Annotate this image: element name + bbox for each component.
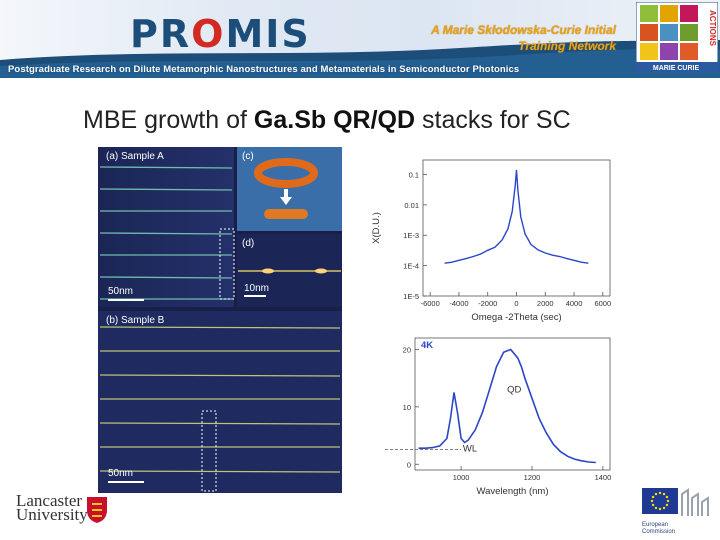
pl-annotation-wl: WL <box>463 444 477 455</box>
xrd-y-tick-label: 0.01 <box>404 201 419 210</box>
xrd-x-tick-label: 0 <box>514 299 518 308</box>
eu-star-icon <box>654 492 658 496</box>
xrd-x-tick-label: -2000 <box>478 299 497 308</box>
xrd-series-line <box>444 170 589 264</box>
eu-star-icon <box>650 499 654 503</box>
lancaster-university-logo: Lancaster University <box>16 491 88 524</box>
pl-annotation-4k: 4K <box>421 340 433 351</box>
panel-d-label: (d) <box>242 238 255 249</box>
pl-plot-frame <box>414 337 611 471</box>
lancaster-crest-icon <box>87 497 107 523</box>
eu-star-icon <box>658 491 662 495</box>
xrd-y-tick-label: 0.1 <box>409 170 419 179</box>
svg-text:MARIE CURIE: MARIE CURIE <box>653 65 700 72</box>
pl-series-line <box>418 348 596 464</box>
eu-star-icon <box>665 495 669 499</box>
pl-y-tick-label: 20 <box>403 345 411 354</box>
eu-star-icon <box>651 495 655 499</box>
pl-x-tick-label: 1400 <box>595 473 612 482</box>
eu-star-icon <box>665 503 669 507</box>
svg-text:ACTIONS: ACTIONS <box>708 10 717 47</box>
header-banner: PROMIS A Marie Skłodowska-Curie Initial … <box>0 0 720 78</box>
promis-logo: PROMIS <box>130 12 311 56</box>
scale-bar-a-label: 50nm <box>108 286 134 297</box>
xrd-y-tick-label: 1E-5 <box>403 292 419 301</box>
xrd-y-tick-label: 1E-4 <box>403 262 419 271</box>
scale-bar-b-label: 50nm <box>108 468 134 479</box>
xrd-chart: 0.1 0.01 1E-3 1E-4 1E-5-6000 -4000 -2000 0 2000 4… <box>371 159 611 323</box>
xrd-x-tick-label: 4000 <box>566 299 583 308</box>
xrd-x-axis-title: Omega -2Theta (sec) <box>471 312 561 323</box>
eu-star-icon <box>666 499 670 503</box>
european-commission-text: European Commission <box>642 522 676 535</box>
xrd-x-tick-label: -4000 <box>449 299 468 308</box>
tem-micrographs: (a) Sample A (c) (d) (b) Sample B 50nm 1… <box>98 147 342 493</box>
tagline: Postgraduate Research on Dilute Metamorp… <box>8 64 520 75</box>
scale-bar-d-label: 10nm <box>244 283 270 294</box>
banner-wave <box>0 40 720 78</box>
pl-x-tick-label: 1200 <box>524 473 541 482</box>
itn-text: A Marie Skłodowska-Curie Initial Trainin… <box>431 23 616 53</box>
xrd-plot-frame <box>422 159 611 297</box>
panel-a-label: (a) Sample A <box>106 151 164 162</box>
xrd-x-tick-label: 2000 <box>537 299 554 308</box>
panel-c-label: (c) <box>242 151 254 162</box>
panel-b-label: (b) Sample B <box>106 315 165 326</box>
xrd-x-tick-label: 6000 <box>594 299 611 308</box>
pl-annotation-qd: QD <box>507 385 521 396</box>
eu-star-icon <box>662 492 666 496</box>
pl-x-axis-title: Wavelength (nm) <box>477 486 549 497</box>
xrd-x-tick-label: -6000 <box>421 299 440 308</box>
marie-curie-actions-logo: MARIE CURIE ACTIONS <box>636 2 718 72</box>
slide-title: MBE growth of Ga.Sb QR/QD stacks for SC <box>83 106 571 134</box>
pl-y-tick-label: 0 <box>407 460 411 469</box>
pl-chart: 20 10 0 1000 1200 1400 4K QD WL Wavelength (nm) <box>385 337 612 497</box>
eu-star-icon <box>651 503 655 507</box>
eu-star-icon <box>654 506 658 510</box>
tem-image <box>98 147 342 493</box>
eu-star-icon <box>662 506 666 510</box>
pl-x-tick-label: 1000 <box>453 473 470 482</box>
eu-star-icon <box>658 507 662 511</box>
xrd-y-axis-title: X(D.U.) <box>371 212 382 244</box>
european-commission-logo <box>642 488 709 516</box>
xrd-y-tick-label: 1E-3 <box>403 231 419 240</box>
pl-y-tick-label: 10 <box>403 403 411 412</box>
